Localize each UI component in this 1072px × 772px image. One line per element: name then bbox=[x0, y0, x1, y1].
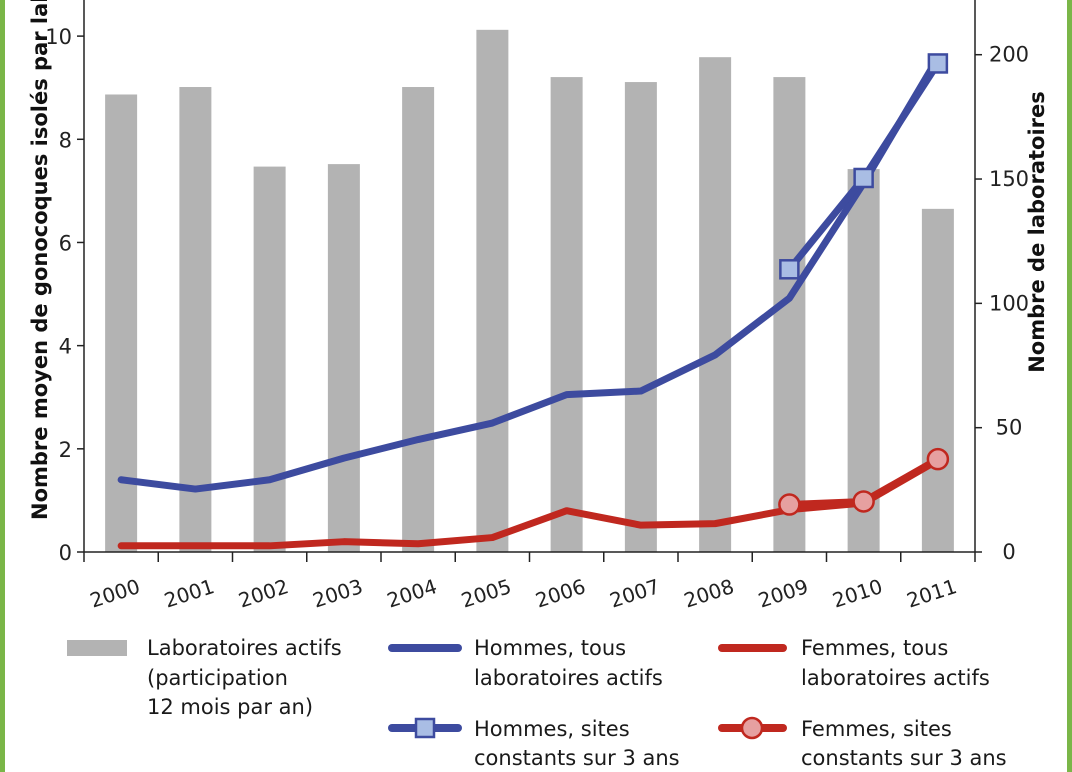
y-left-tick-label-6: 6 bbox=[59, 231, 72, 255]
bar-2007 bbox=[624, 82, 657, 553]
bar-2010 bbox=[847, 169, 880, 552]
x-tick-label-2006: 2006 bbox=[533, 574, 589, 613]
x-tick-label-2005: 2005 bbox=[458, 574, 514, 613]
bar-2003 bbox=[327, 164, 360, 553]
legend-label-women-constant-line1: Femmes, sites bbox=[801, 717, 952, 741]
x-tick-label-2011: 2011 bbox=[904, 574, 960, 613]
x-tick-label-2008: 2008 bbox=[681, 574, 737, 613]
marker-square-2011 bbox=[927, 53, 949, 74]
frame-border-right bbox=[1067, 0, 1072, 772]
series-line-2 bbox=[117, 456, 942, 550]
legend-label-women-all-line1: Femmes, tous bbox=[801, 636, 948, 660]
legend-label-men-constant-line1: Hommes, sites bbox=[474, 717, 630, 741]
legend: Laboratoires actifs (participation 12 mo… bbox=[67, 636, 1007, 770]
y-right-tick-label-0: 0 bbox=[1002, 540, 1015, 564]
series-line-0 bbox=[117, 54, 942, 493]
bar-2005 bbox=[476, 29, 509, 553]
bar-2002 bbox=[253, 166, 286, 552]
y-right-tick-label-100: 100 bbox=[989, 291, 1029, 315]
y-left-tick-label-10: 10 bbox=[45, 25, 72, 49]
marker-square-2009 bbox=[779, 259, 800, 280]
legend-label-women-all-line2: laboratoires actifs bbox=[801, 666, 990, 690]
x-tick-label-2002: 2002 bbox=[236, 574, 292, 613]
bar-2011 bbox=[921, 208, 954, 552]
marker-circle-2010 bbox=[852, 490, 875, 513]
markers-layer bbox=[778, 53, 950, 516]
x-tick-label-2001: 2001 bbox=[161, 574, 217, 613]
y-axis-left-label: Nombre moyen de gonocoques isolés par la… bbox=[28, 0, 52, 520]
bar-2008 bbox=[699, 57, 732, 553]
legend-label-bars-line2: (participation bbox=[147, 666, 288, 690]
y-left-tick-label-2: 2 bbox=[59, 438, 72, 462]
bar-2009 bbox=[773, 77, 806, 552]
x-tick-label-2010: 2010 bbox=[830, 574, 886, 613]
x-tick-label-2009: 2009 bbox=[755, 574, 811, 613]
x-tick-label-2004: 2004 bbox=[384, 574, 440, 613]
bar-2001 bbox=[179, 87, 212, 552]
bar-2006 bbox=[550, 77, 583, 552]
legend-label-men-all-line1: Hommes, tous bbox=[474, 636, 626, 660]
marker-circle-2009 bbox=[778, 493, 801, 516]
y-right-tick-label-150: 150 bbox=[989, 167, 1029, 191]
legend-label-men-all-line2: laboratoires actifs bbox=[474, 666, 663, 690]
lines-layer bbox=[117, 54, 942, 550]
y-left-tick-label-4: 4 bbox=[59, 335, 72, 359]
x-tick-label-2007: 2007 bbox=[607, 574, 663, 613]
marker-square-2010 bbox=[853, 167, 874, 189]
y-left-tick-label-0: 0 bbox=[59, 541, 72, 565]
axes-layer bbox=[77, 0, 982, 562]
y-axis-right-label: Nombre de laboratoires bbox=[1025, 91, 1049, 373]
legend-swatch-bars bbox=[67, 640, 127, 656]
frame-border-left bbox=[0, 0, 5, 772]
marker-circle-2011 bbox=[926, 447, 950, 471]
y-left-tick-label-8: 8 bbox=[59, 128, 72, 152]
y-right-tick-label-200: 200 bbox=[989, 43, 1029, 67]
legend-label-bars-line3: 12 mois par an) bbox=[147, 695, 313, 719]
bar-2004 bbox=[402, 87, 435, 552]
bars-layer bbox=[105, 29, 954, 553]
legend-label-bars-line1: Laboratoires actifs bbox=[147, 636, 342, 660]
bar-2000 bbox=[105, 94, 138, 553]
y-right-tick-label-50: 50 bbox=[996, 416, 1023, 440]
x-tick-label-2000: 2000 bbox=[87, 574, 143, 613]
legend-label-men-constant-line2: constants sur 3 ans bbox=[474, 746, 680, 770]
x-tick-label-2003: 2003 bbox=[310, 574, 366, 613]
legend-marker-square bbox=[414, 717, 436, 739]
legend-marker-circle bbox=[740, 716, 764, 740]
legend-label-women-constant-line2: constants sur 3 ans bbox=[801, 746, 1007, 770]
